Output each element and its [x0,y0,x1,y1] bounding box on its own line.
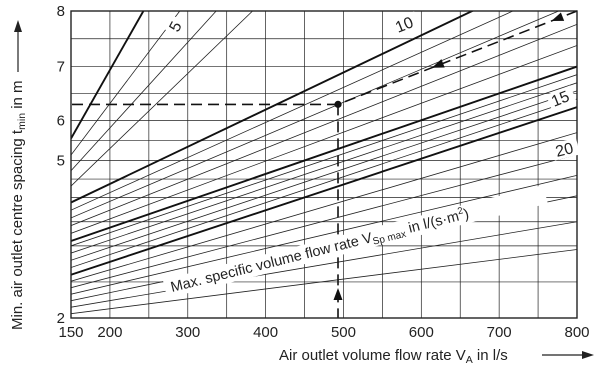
example-point [334,100,342,108]
example-diagonal [337,10,578,106]
series-label-bg [545,85,577,111]
fan-curve [71,11,514,211]
x-tick-label: 800 [564,324,589,341]
fan-curve [71,74,577,247]
series-curve-20 [71,106,577,276]
series-label-20: 20 [550,137,581,161]
fan-curve [71,249,577,315]
x-axis-label: Air outlet volume flow rate VA in l/s [279,347,508,366]
fan-curve [71,90,577,261]
fan-curve [71,45,577,234]
series-label-5: 5 [164,14,187,38]
x-tick-label: 400 [253,324,278,341]
fan-curve [71,221,577,308]
y-tick-label: 6 [57,113,65,130]
series-curve-5 [71,11,145,140]
plot-background [71,11,577,318]
x-axis-arrow [542,351,594,359]
fan-curve [71,23,577,226]
series-label-10: 10 [389,11,421,37]
x-tick-label: 600 [409,324,434,341]
example-arrow [431,59,445,68]
fan-curve [71,11,560,219]
fan-curve [71,11,253,187]
curve-label-background [162,185,548,299]
tick-labels: 150 200 300 400 500 600 700 800 2 5 6 7 8 [57,3,590,341]
example-path [71,10,578,318]
example-arrow [551,12,565,22]
fan-curve [71,11,217,171]
series-label-bg [164,14,187,38]
fan-curve [71,174,577,295]
y-tick-label: 2 [57,310,65,327]
curve-family [71,11,577,315]
y-tick-label: 5 [57,153,65,170]
y-axis-label: Min. air outlet centre spacing tmin in m [9,80,28,330]
fan-curve [71,11,181,156]
y-axis-label-group: Min. air outlet centre spacing tmin in m [9,80,28,330]
y-tick-label: 8 [57,3,65,20]
series-label-15: 15 [545,85,577,111]
fan-curve [71,154,577,289]
x-tick-label: 300 [175,324,200,341]
x-tick-label: 700 [487,324,512,341]
series-curve-10 [71,11,475,204]
series-layer [71,11,577,276]
series-label-bg [389,11,421,37]
series-labels: 5 10 15 20 [164,11,581,161]
fan-curve [71,82,577,254]
series-curve-15 [71,65,577,242]
x-tick-label: 500 [331,324,356,341]
x-tick-label: 150 [58,324,83,341]
fan-curve [71,132,577,282]
x-tick-label: 200 [97,324,122,341]
plot-frame [70,10,578,319]
series-label-text: 10 [393,14,416,36]
fan-curve [71,98,577,268]
example-arrow-up [333,288,343,300]
y-axis-arrow [14,20,22,72]
series-label-text: 20 [554,140,575,161]
series-label-bg [550,137,581,161]
y-tick-label: 7 [57,59,65,76]
series-label-text: 15 [549,88,572,110]
